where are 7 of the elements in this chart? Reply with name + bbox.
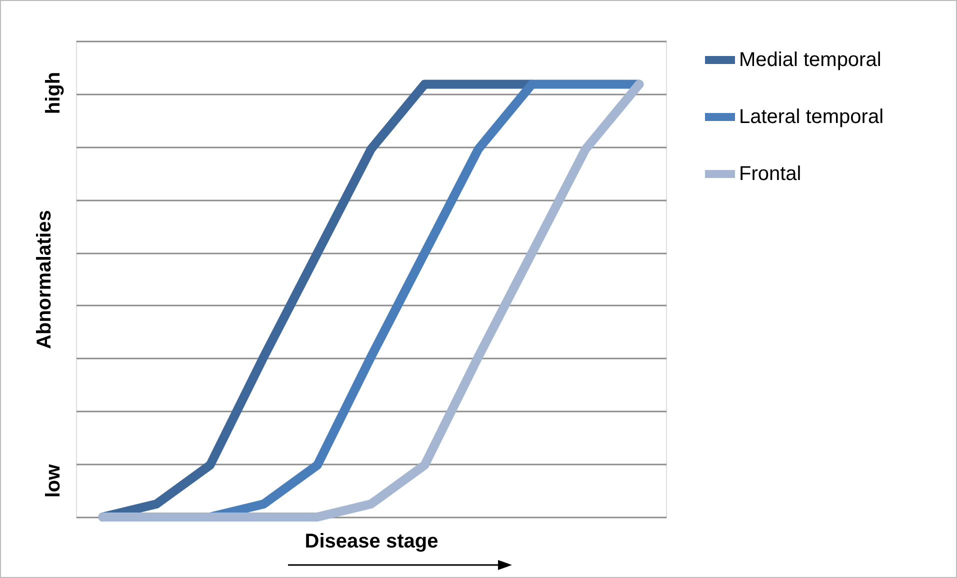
text: low <box>42 464 66 498</box>
text: high <box>42 72 66 114</box>
y-axis-title: Abnormalaties <box>34 210 56 349</box>
legend-label: Lateral temporal <box>739 106 884 128</box>
legend-label: Frontal <box>739 163 802 185</box>
x-axis-title: Disease stage <box>304 530 438 552</box>
legend-label: Medial temporal <box>739 49 882 71</box>
